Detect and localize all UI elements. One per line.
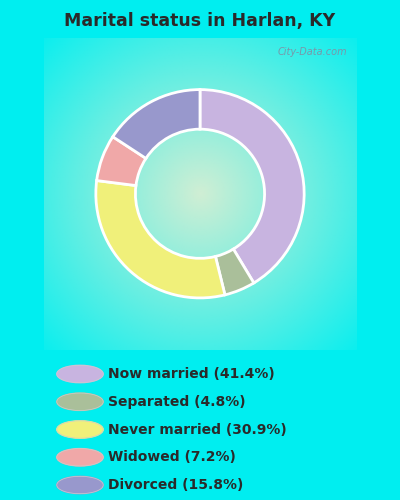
Circle shape xyxy=(57,393,103,410)
Wedge shape xyxy=(200,90,304,283)
Circle shape xyxy=(57,476,103,494)
Wedge shape xyxy=(113,90,200,158)
Wedge shape xyxy=(216,249,254,295)
Text: Now married (41.4%): Now married (41.4%) xyxy=(108,367,275,381)
Circle shape xyxy=(57,366,103,382)
Wedge shape xyxy=(97,136,146,186)
Text: Separated (4.8%): Separated (4.8%) xyxy=(108,395,246,409)
Text: City-Data.com: City-Data.com xyxy=(277,47,347,57)
Circle shape xyxy=(57,421,103,438)
Text: Divorced (15.8%): Divorced (15.8%) xyxy=(108,478,243,492)
Circle shape xyxy=(57,448,103,466)
Text: Widowed (7.2%): Widowed (7.2%) xyxy=(108,450,236,464)
Wedge shape xyxy=(96,180,225,298)
Text: Never married (30.9%): Never married (30.9%) xyxy=(108,422,287,436)
Text: Marital status in Harlan, KY: Marital status in Harlan, KY xyxy=(64,12,336,30)
